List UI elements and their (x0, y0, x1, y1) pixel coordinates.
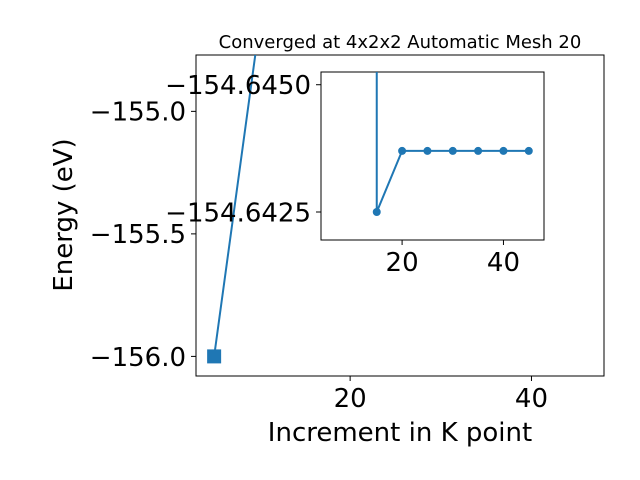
main-data-point (252, 17, 266, 31)
y-axis-label: Energy (eV) (49, 138, 79, 291)
inset-data-point (398, 146, 407, 155)
main-data-point (343, 17, 357, 31)
main-data-point (524, 17, 538, 31)
inset-y-tick-label: −154.6425 (165, 198, 311, 228)
main-data-point (570, 17, 584, 31)
inset-series-line (375, 72, 529, 213)
inset-axes: 20 40 −154.6450 −154.6425 (165, 71, 545, 278)
main-data-point (434, 17, 448, 31)
inset-data-point (372, 208, 381, 216)
inset-data-point (423, 146, 432, 155)
chart-title: Converged at 4x2x2 Automatic Mesh 20 (219, 32, 582, 53)
main-data-point (298, 17, 312, 31)
x-axis-label: Increment in K point (268, 418, 532, 448)
inset-plot-frame (320, 71, 545, 241)
inset-x-tick-label: 20 (386, 248, 419, 278)
inset-x-tick-label: 40 (487, 248, 520, 278)
main-y-tick-label: −156.0 (90, 343, 186, 373)
inset-data-point (448, 146, 457, 155)
main-data-point (388, 17, 402, 31)
main-y-tick-label: −155.5 (90, 220, 186, 250)
inset-data-point (474, 146, 483, 155)
main-x-tick-label: 40 (515, 384, 548, 414)
main-data-point (207, 349, 222, 364)
inset-series-0 (372, 72, 533, 216)
main-series-0 (207, 17, 584, 364)
main-x-tick-label: 20 (334, 384, 367, 414)
main-data-point (479, 17, 493, 31)
inset-data-point (499, 146, 508, 155)
inset-data-point (524, 146, 533, 155)
inset-y-tick-label: −154.6450 (165, 71, 311, 101)
main-y-tick-label: −155.0 (90, 98, 186, 128)
